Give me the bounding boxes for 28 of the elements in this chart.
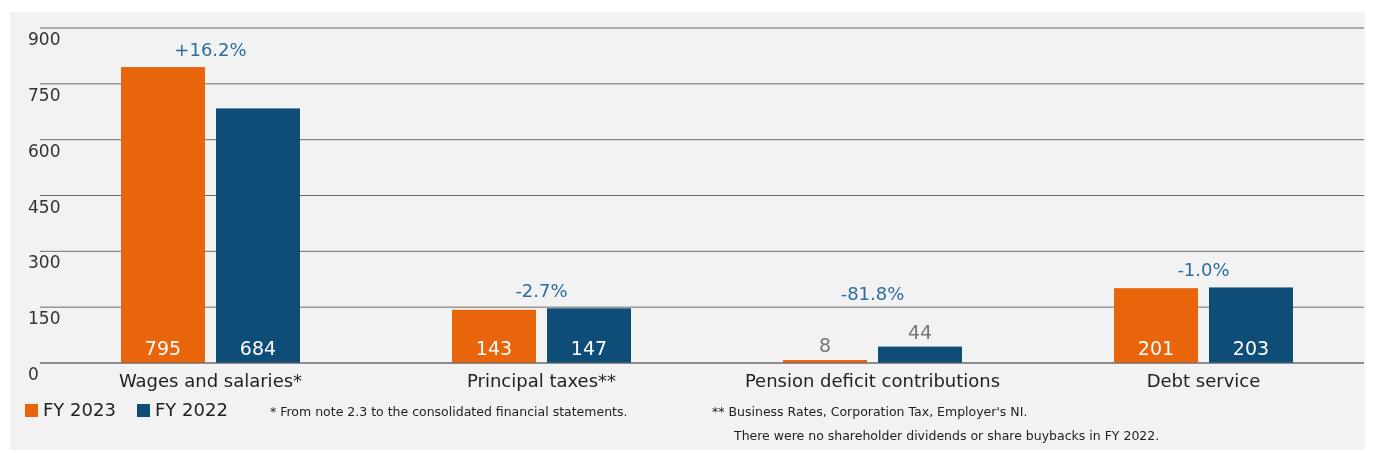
text: * From note 2.3 to the consolidated financial statements.	[270, 404, 628, 419]
annotation: -2.7%	[515, 280, 568, 302]
y-tick-label: 750	[28, 84, 61, 105]
data-label: 795	[144, 337, 182, 359]
annotation: -1.0%	[1177, 259, 1230, 281]
y-tick-label: 300	[28, 252, 61, 273]
x-tick-label: Pension deficit contributions	[744, 370, 1001, 391]
data-label: 143	[475, 337, 513, 359]
data-label: 201	[1137, 337, 1175, 359]
legend-label: FY 2022	[155, 399, 228, 420]
data-label: 44	[907, 320, 933, 343]
annotation: +16.2%	[174, 39, 247, 61]
y-tick-label: 450	[28, 196, 61, 217]
annotation: -81.8%	[840, 283, 905, 304]
y-tick-label: 900	[28, 29, 61, 49]
text: There were no shareholder dividends or share buybacks in FY 2022.	[733, 428, 1160, 443]
data-label: 8	[818, 334, 832, 357]
x-tick-label: Principal taxes**	[466, 370, 617, 391]
text: ** Business Rates, Corporation Tax, Employer's NI.	[712, 404, 1028, 419]
data-label: 203	[1232, 337, 1270, 359]
y-tick-label: 0	[28, 364, 39, 384]
x-tick-label: Debt service	[1146, 370, 1261, 391]
y-tick-label: 150	[28, 308, 61, 329]
x-tick-label: Wages and salaries*	[118, 370, 303, 391]
y-tick-label: 600	[28, 140, 61, 161]
data-label: 147	[570, 337, 608, 359]
data-label: 684	[239, 337, 277, 359]
legend-label: FY 2023	[43, 399, 116, 420]
